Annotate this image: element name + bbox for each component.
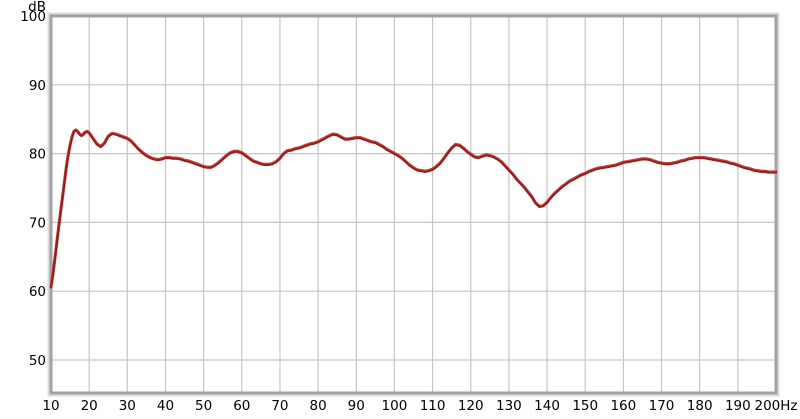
- y-tick-label: 100: [20, 9, 46, 25]
- x-tick-label: 170: [649, 398, 675, 414]
- x-tick-label: 120: [458, 398, 484, 414]
- x-tick-label: 200Hz: [754, 398, 797, 414]
- x-tick-label: 150: [572, 398, 598, 414]
- plot-frame: [49, 14, 778, 395]
- x-tick-label: 30: [119, 398, 136, 414]
- x-tick-label: 190: [725, 398, 751, 414]
- y-axis-unit-label: dB: [28, 0, 46, 15]
- x-tick-label: 140: [534, 398, 560, 414]
- x-tick-label: 90: [348, 398, 365, 414]
- x-tick-label: 10: [42, 398, 59, 414]
- x-tick-label: 50: [195, 398, 212, 414]
- x-tick-label: 180: [687, 398, 713, 414]
- response-curve: [50, 129, 777, 289]
- x-tick-label: 60: [233, 398, 250, 414]
- x-tick-label: 110: [420, 398, 446, 414]
- x-tick-label: 130: [496, 398, 522, 414]
- x-tick-label: 70: [271, 398, 288, 414]
- x-tick-label: 80: [310, 398, 327, 414]
- y-tick-label: 60: [29, 284, 46, 300]
- x-tick-label: 20: [81, 398, 98, 414]
- y-tick-label: 50: [29, 353, 46, 369]
- y-tick-label: 70: [29, 215, 46, 231]
- plot-frame-shadow: [47, 12, 780, 397]
- y-tick-label: 90: [29, 78, 46, 94]
- plot-area: [51, 16, 776, 393]
- x-tick-label: 160: [610, 398, 636, 414]
- x-tick-label: 100: [382, 398, 408, 414]
- x-tick-label: 40: [157, 398, 174, 414]
- y-tick-label: 80: [29, 147, 46, 163]
